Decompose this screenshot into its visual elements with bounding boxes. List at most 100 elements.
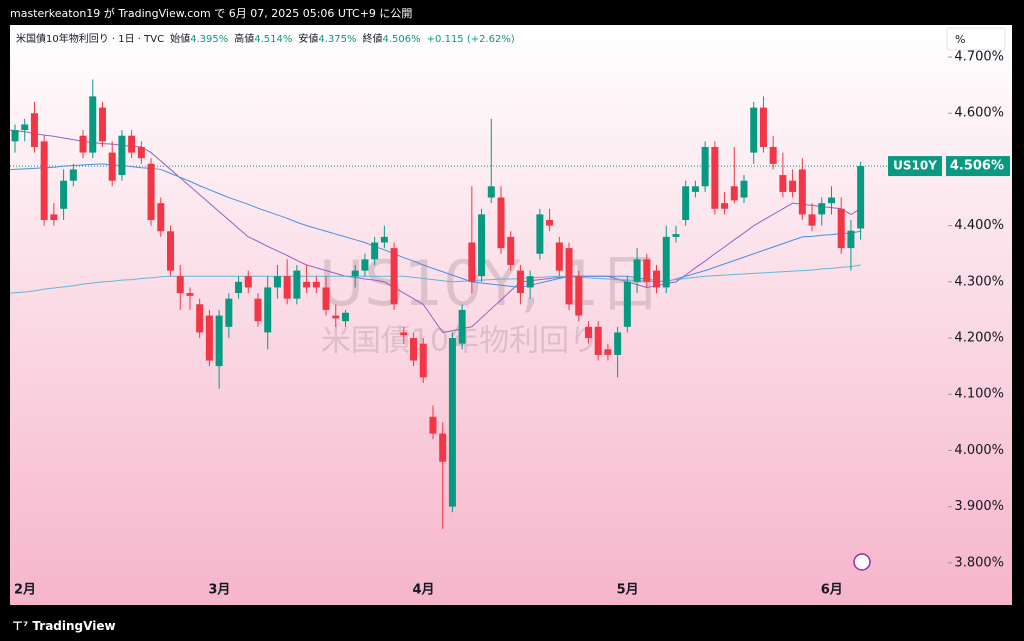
candle-body xyxy=(691,186,699,192)
candle-body xyxy=(682,186,690,221)
candle-body xyxy=(69,169,77,181)
x-tick-label: 5月 xyxy=(617,583,639,598)
ohlc-label: 高値 xyxy=(234,32,254,45)
candle-body xyxy=(147,163,155,221)
price-badge xyxy=(946,156,1010,177)
candle-body xyxy=(293,270,301,299)
candle-body xyxy=(565,248,573,305)
candle-body xyxy=(536,214,544,254)
moving-average xyxy=(9,163,861,288)
candle-body xyxy=(448,338,456,507)
candle-body xyxy=(332,315,340,319)
price-badge-label: 4.506% xyxy=(950,159,1004,174)
ohlc-label: 終値 xyxy=(363,32,383,45)
candle-body xyxy=(808,214,816,226)
plot-background xyxy=(10,25,1012,605)
candle-body xyxy=(196,304,204,333)
alert-icon xyxy=(853,553,871,571)
candle-body xyxy=(497,197,505,249)
x-tick-label: 2月 xyxy=(14,583,36,598)
y-tick-label: 4.600% xyxy=(954,106,1004,121)
candle-body xyxy=(750,107,758,153)
candle-body xyxy=(264,287,272,333)
candle-body xyxy=(818,203,826,215)
candle-body xyxy=(167,231,175,271)
y-tick-label: 4.700% xyxy=(954,50,1004,65)
candle-body xyxy=(400,332,408,336)
scale-button[interactable] xyxy=(946,27,1006,51)
y-tick-label: 4.300% xyxy=(954,274,1004,289)
candle-body xyxy=(215,315,223,367)
candle-body xyxy=(50,214,58,221)
candle-body xyxy=(128,135,136,153)
y-tick-label: 4.400% xyxy=(954,218,1004,233)
candle-body xyxy=(235,281,243,294)
candle-body xyxy=(98,107,106,142)
candle-body xyxy=(575,276,583,316)
candle-body xyxy=(361,259,369,271)
title: 米国債10年物利回り · 1日 · TVC xyxy=(16,32,164,45)
candle-body xyxy=(721,203,729,209)
ohlc-value: 4.395% xyxy=(190,34,228,45)
candle-body xyxy=(798,169,806,215)
candle-body xyxy=(40,141,48,221)
candle-body xyxy=(730,186,738,201)
change: +0.115 (+2.62%) xyxy=(427,34,515,45)
candle-body xyxy=(351,270,359,277)
symbol-badge xyxy=(888,156,942,177)
candle-body xyxy=(847,230,855,249)
ohlc-value: 4.375% xyxy=(318,34,356,45)
candle-body xyxy=(186,293,194,296)
candle-body xyxy=(137,146,145,159)
footer-text: TradingView xyxy=(32,619,116,633)
candle-body xyxy=(604,349,612,355)
candle-body xyxy=(643,259,651,282)
moving-average xyxy=(9,129,861,333)
candle-body xyxy=(176,276,184,294)
candle-body xyxy=(653,270,661,288)
candle-body xyxy=(584,326,592,339)
candle-body xyxy=(30,113,38,147)
symbol-badge-label: US10Y xyxy=(893,159,937,173)
candle-body xyxy=(108,152,116,181)
candle-body xyxy=(157,203,165,232)
candle-body xyxy=(857,166,865,229)
y-tick-label: 4.000% xyxy=(954,443,1004,458)
candle-body xyxy=(244,276,252,288)
candle-body xyxy=(672,234,680,237)
candle-body xyxy=(341,312,349,322)
candle-body xyxy=(225,298,233,327)
candle-body xyxy=(516,270,524,294)
candle-body xyxy=(312,281,320,288)
y-tick-label: 3.800% xyxy=(954,555,1004,570)
candle-body xyxy=(254,298,262,322)
candle-body xyxy=(118,135,126,176)
scale-button-label[interactable]: % xyxy=(955,33,965,46)
ohlc-value: 4.514% xyxy=(254,34,292,45)
footer: ⊤⁷ TradingView xyxy=(12,619,116,633)
candle-body xyxy=(79,135,87,153)
candle-body xyxy=(555,242,563,271)
y-tick-label: 3.900% xyxy=(954,499,1004,514)
ohlc-value: 4.506% xyxy=(383,34,421,45)
candle-body xyxy=(789,180,797,192)
candle-body xyxy=(11,130,19,142)
candle-body xyxy=(410,338,418,361)
candle-body xyxy=(439,433,447,462)
candle-body xyxy=(468,242,476,282)
candle-body xyxy=(419,343,427,378)
candle-body xyxy=(380,236,388,243)
top-bar: masterkeaton19 が TradingView.com で 6月 07… xyxy=(10,7,413,20)
candle-body xyxy=(205,315,213,361)
candle-body xyxy=(701,146,709,187)
candle-body xyxy=(371,242,379,260)
candle-body xyxy=(429,416,437,434)
candle-body xyxy=(322,287,330,310)
candle-body xyxy=(526,276,534,288)
candle-body xyxy=(614,332,622,355)
candle-body xyxy=(507,236,515,265)
candle-body xyxy=(390,248,398,305)
candle-body xyxy=(633,259,641,282)
ohlc-label: 始値 xyxy=(170,32,190,45)
